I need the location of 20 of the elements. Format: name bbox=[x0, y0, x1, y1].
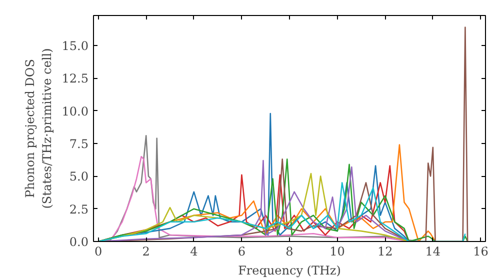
x-tick-label: 2 bbox=[142, 244, 150, 258]
y-tick-label: 10.0 bbox=[62, 104, 88, 118]
x-tick-label: 10 bbox=[330, 244, 345, 258]
y-tick-label: 15.0 bbox=[62, 39, 88, 54]
x-tick-label: 8 bbox=[286, 244, 294, 258]
x-tick-label: 16 bbox=[473, 244, 488, 258]
x-tick-label: 6 bbox=[238, 244, 246, 258]
y-tick-label: 5.0 bbox=[69, 170, 89, 184]
line-series bbox=[98, 158, 468, 242]
x-tick-label: 12 bbox=[377, 244, 393, 258]
x-tick-label: 0 bbox=[94, 244, 102, 258]
x-tick-label: 4 bbox=[190, 244, 198, 258]
y-tick-label: 7.5 bbox=[69, 137, 89, 152]
y-tick-label: 0.0 bbox=[69, 235, 89, 249]
x-axis-title: Frequency (THz) bbox=[238, 264, 341, 278]
line-series bbox=[98, 182, 466, 242]
x-tick-label: 14 bbox=[425, 244, 441, 258]
y-axis-title: Phonon projected DOS (States/THz·primitive cell) bbox=[22, 48, 54, 209]
y-tick-label: 12.5 bbox=[62, 72, 88, 86]
y-tick-label: 2.5 bbox=[69, 202, 89, 216]
